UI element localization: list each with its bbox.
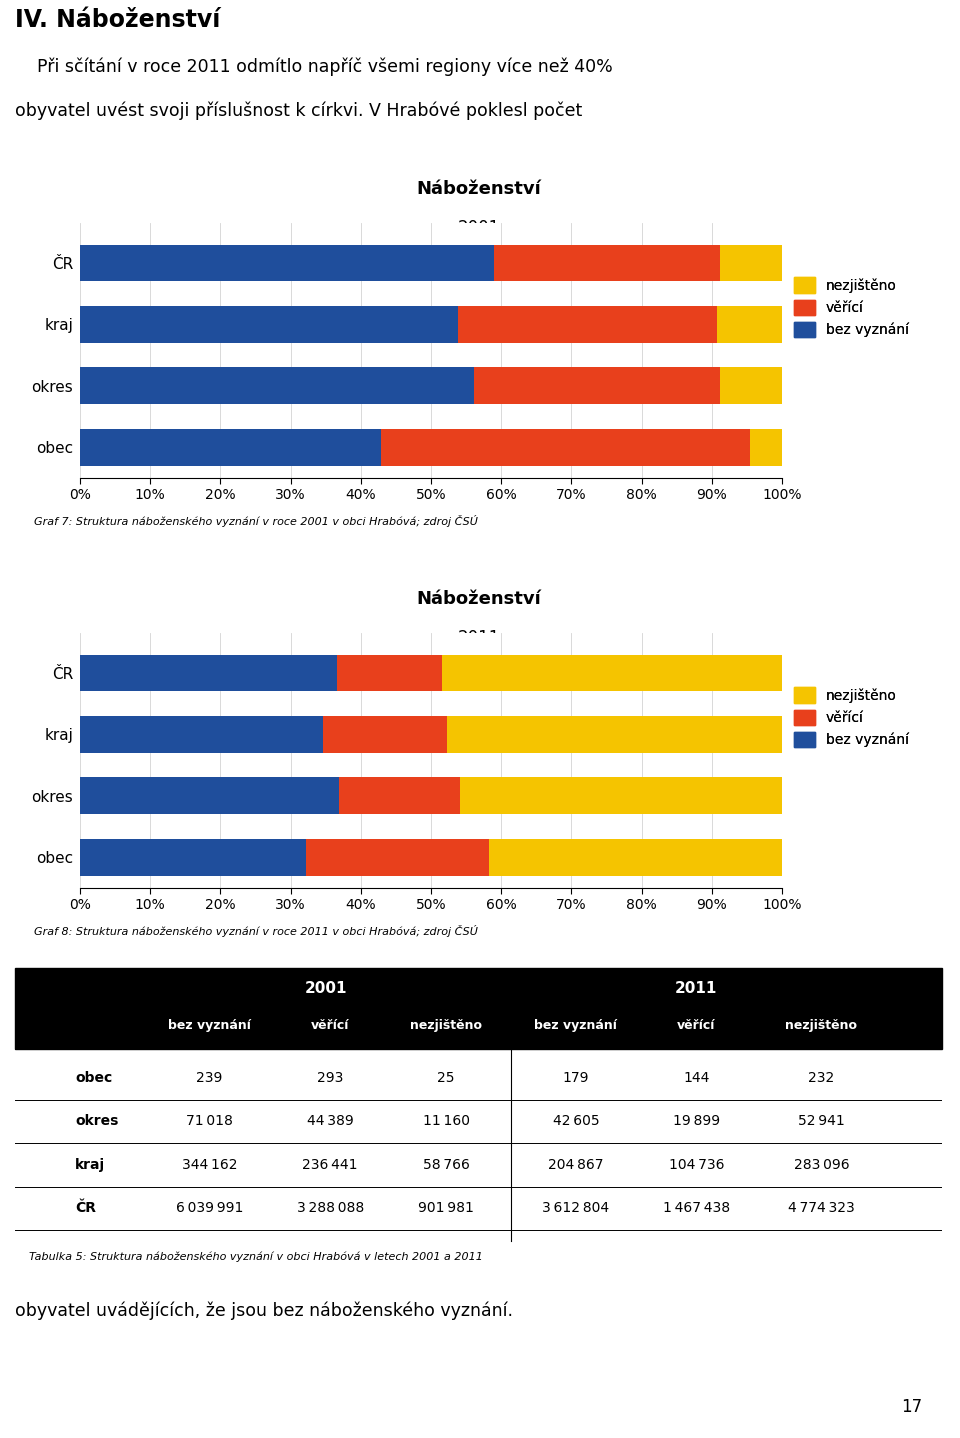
Text: 3 288 088: 3 288 088	[297, 1201, 364, 1215]
Text: 17: 17	[901, 1399, 923, 1416]
Text: obyvatel uvádějících, že jsou bez náboženského vyznání.: obyvatel uvádějících, že jsou bez nábože…	[15, 1301, 513, 1320]
Text: 6 039 991: 6 039 991	[176, 1201, 243, 1215]
Text: 232: 232	[808, 1071, 834, 1086]
Text: 901 981: 901 981	[419, 1201, 474, 1215]
Legend: nezjištěno, věřící, bez vyznání: nezjištěno, věřící, bez vyznání	[794, 278, 909, 336]
Bar	[460, 778, 782, 814]
Bar	[80, 244, 494, 282]
Text: 1 467 438: 1 467 438	[662, 1201, 730, 1215]
Bar	[337, 654, 442, 692]
Text: 2011: 2011	[675, 981, 717, 995]
Text: 3 612 804: 3 612 804	[542, 1201, 610, 1215]
Bar	[474, 367, 720, 404]
Bar	[80, 367, 474, 404]
Bar	[80, 838, 306, 876]
Bar	[15, 968, 942, 1048]
Text: 44 389: 44 389	[307, 1114, 353, 1129]
Text: věřící: věřící	[677, 1020, 715, 1032]
Text: ČR: ČR	[75, 1201, 96, 1215]
Text: okres: okres	[75, 1114, 119, 1129]
Text: nezjištěno: nezjištěno	[785, 1020, 857, 1032]
Bar	[80, 654, 337, 692]
Text: nezjištěno: nezjištěno	[410, 1020, 482, 1032]
Bar	[717, 306, 782, 342]
Text: 236 441: 236 441	[302, 1158, 358, 1172]
Text: Náboženství: Náboženství	[416, 590, 540, 608]
Text: 104 736: 104 736	[668, 1158, 724, 1172]
Text: 2001: 2001	[304, 981, 347, 995]
Bar	[751, 429, 782, 466]
Bar	[381, 429, 751, 466]
Text: 58 766: 58 766	[422, 1158, 469, 1172]
Text: Tabulka 5: Struktura náboženského vyznání v obci Hrabóvá v letech 2001 a 2011: Tabulka 5: Struktura náboženského vyznán…	[29, 1251, 483, 1261]
Bar	[80, 716, 323, 754]
Bar	[446, 716, 782, 754]
Bar	[494, 244, 720, 282]
Text: 344 162: 344 162	[181, 1158, 237, 1172]
Text: věřící: věřící	[311, 1020, 349, 1032]
Text: 2011: 2011	[457, 628, 500, 647]
Text: 42 605: 42 605	[553, 1114, 599, 1129]
Text: 144: 144	[684, 1071, 709, 1086]
Text: 25: 25	[438, 1071, 455, 1086]
Bar	[80, 778, 339, 814]
Text: 19 899: 19 899	[673, 1114, 720, 1129]
Legend: nezjištěno, věřící, bez vyznání: nezjištěno, věřící, bez vyznání	[794, 687, 909, 746]
Text: 4 774 323: 4 774 323	[788, 1201, 854, 1215]
Bar	[489, 838, 782, 876]
Text: 11 160: 11 160	[422, 1114, 469, 1129]
Text: bez vyznání: bez vyznání	[535, 1020, 617, 1032]
Text: Při sčítání v roce 2011 odmítlo napříč všemi regiony více než 40%: Při sčítání v roce 2011 odmítlo napříč v…	[15, 58, 612, 76]
Bar	[442, 654, 782, 692]
Text: 71 018: 71 018	[186, 1114, 233, 1129]
Text: kraj: kraj	[75, 1158, 106, 1172]
Bar	[458, 306, 717, 342]
Text: 239: 239	[197, 1071, 223, 1086]
Text: obyvatel uvést svoji příslušnost k církvi. V Hrabóvé poklesl počet: obyvatel uvést svoji příslušnost k církv…	[15, 102, 583, 121]
Bar	[80, 429, 381, 466]
Bar	[306, 838, 489, 876]
Text: bez vyznání: bez vyznání	[168, 1020, 252, 1032]
Text: Graf 8: Struktura náboženského vyznání v roce 2011 v obci Hrabóvá; zdroj ČSÚ: Graf 8: Struktura náboženského vyznání v…	[34, 925, 477, 938]
Text: IV. Náboženství: IV. Náboženství	[15, 9, 221, 32]
Text: obec: obec	[75, 1071, 112, 1086]
Bar	[720, 367, 782, 404]
Bar	[80, 306, 458, 342]
Bar	[720, 244, 782, 282]
Bar	[323, 716, 446, 754]
Text: 179: 179	[563, 1071, 589, 1086]
Text: Graf 7: Struktura náboženského vyznání v roce 2001 v obci Hrabóvá; zdroj ČSÚ: Graf 7: Struktura náboženského vyznání v…	[34, 515, 477, 528]
Bar	[339, 778, 460, 814]
Text: 283 096: 283 096	[794, 1158, 850, 1172]
Text: 293: 293	[317, 1071, 344, 1086]
Text: Náboženství: Náboženství	[416, 180, 540, 197]
Text: 52 941: 52 941	[798, 1114, 845, 1129]
Text: 2001: 2001	[457, 219, 499, 237]
Text: 204 867: 204 867	[548, 1158, 604, 1172]
